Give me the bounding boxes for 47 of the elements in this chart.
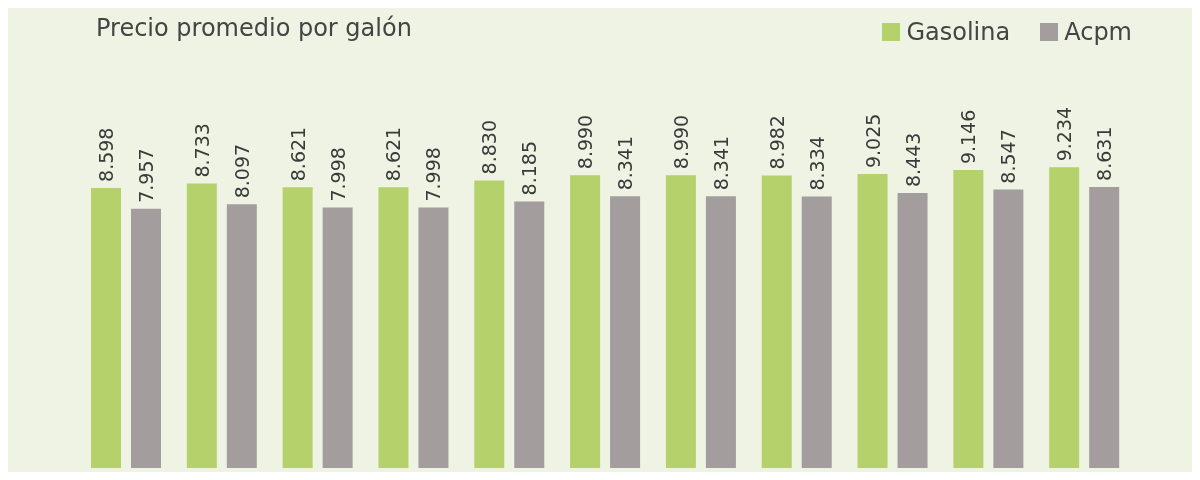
bar [418,207,449,468]
bar [131,208,161,468]
chart-title: Precio promedio por galón [96,14,412,42]
bar [186,183,217,468]
data-label: 8.990 [669,114,692,170]
legend-label: Gasolina [906,18,1011,46]
bar [514,201,545,468]
bar [665,175,696,468]
data-label: 9.025 [861,113,884,169]
data-label: 8.621 [382,126,405,182]
data-label: 9.234 [1053,106,1076,162]
bar [705,196,736,468]
bar [1049,167,1080,468]
data-label: 8.443 [901,132,924,188]
bar [953,170,984,468]
bar [761,175,792,468]
data-label: 8.185 [518,141,541,196]
data-label: 7.957 [135,148,157,203]
data-label: 8.621 [286,126,309,182]
bar [226,204,257,468]
bar [801,196,832,468]
bar [610,196,641,468]
data-label: 8.341 [614,135,637,191]
bar [897,193,928,468]
bar [282,187,313,468]
data-label: 8.733 [190,123,213,178]
data-label: 8.097 [230,143,253,199]
data-label: 7.998 [326,147,349,202]
data-label: 8.982 [765,115,788,170]
bar [474,180,505,468]
legend-label: Acpm [1064,18,1132,46]
bar [322,207,353,468]
data-label: 8.990 [574,114,597,170]
data-label: 8.830 [478,120,501,175]
bar [857,174,888,468]
bar [993,189,1024,468]
data-label: 8.631 [1093,126,1116,181]
data-label: 8.547 [997,129,1020,184]
data-label: 8.334 [805,136,828,191]
bar [91,187,121,468]
bar [378,187,409,468]
data-label: 7.998 [422,147,445,202]
bar [1089,186,1120,468]
bar [570,175,601,468]
data-label: 9.146 [957,109,980,165]
data-label: 8.341 [709,135,732,191]
data-label: 8.598 [95,127,117,182]
